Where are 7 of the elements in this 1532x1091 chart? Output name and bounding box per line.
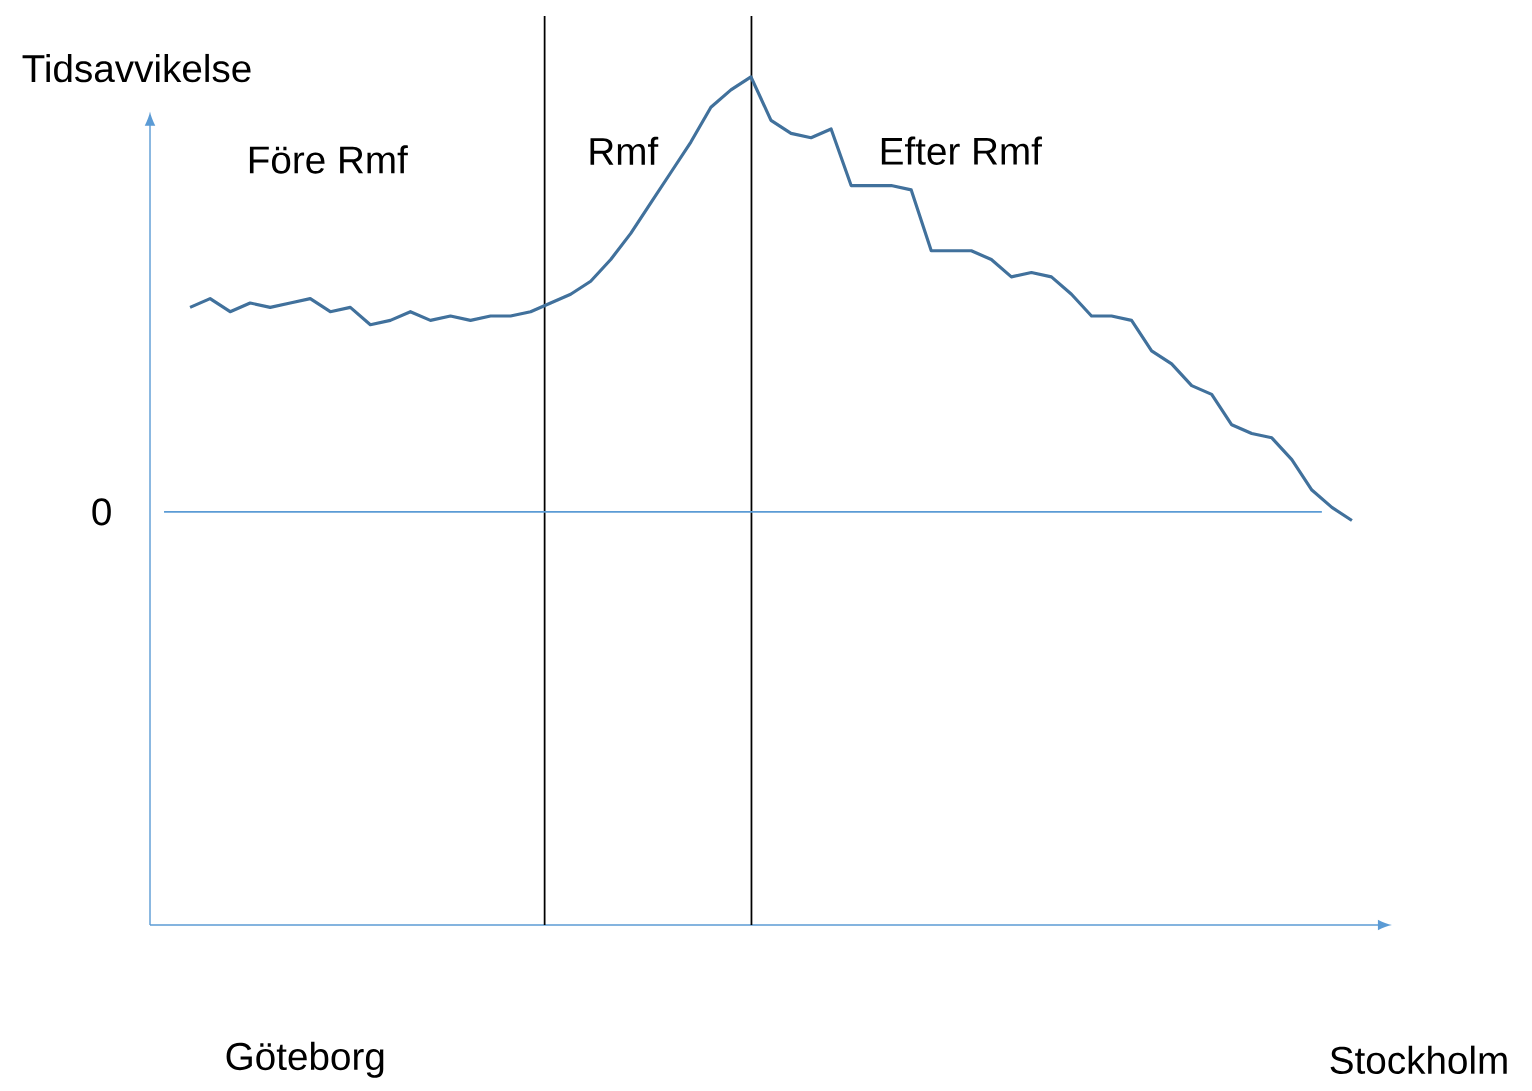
annotation: Efter Rmf	[881, 136, 1042, 166]
y-axis-title: Tidsavvikelse	[22, 54, 251, 83]
annotation: Före Rmf	[249, 145, 408, 174]
text: Göteborg	[226, 1041, 384, 1078]
text: Stockholm	[1330, 1045, 1507, 1075]
ref-line-label: 0	[92, 498, 111, 526]
annotation: Rmf	[590, 136, 659, 165]
